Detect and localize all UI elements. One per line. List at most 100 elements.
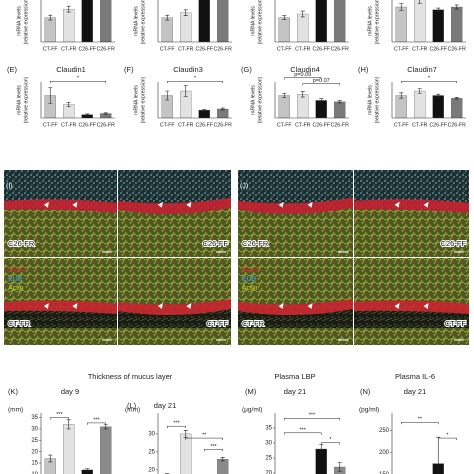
x-tick-label: C26-FF [312, 122, 330, 128]
error-bar [399, 92, 404, 99]
bar [100, 426, 112, 474]
chart-title: Plasma IL-6 [395, 372, 435, 381]
y-axis-label: mRNA levels [367, 6, 373, 36]
arrowhead [307, 201, 313, 208]
arrowhead [43, 201, 49, 208]
tissue [238, 309, 353, 328]
bar [297, 13, 309, 42]
unit-label: (mm) [8, 407, 23, 414]
x-tick-label: CT-FF [394, 46, 409, 52]
chart-title: Plasma LBP [274, 372, 315, 381]
significance-bracket [87, 422, 106, 425]
error-bar [417, 0, 422, 4]
bar [278, 17, 290, 42]
panel-letter: (L) [127, 401, 137, 410]
significance-bracket [185, 437, 223, 441]
y-axis-label: mRNA levels [250, 6, 256, 36]
arrowhead [186, 201, 192, 208]
bar [451, 6, 463, 42]
chart [395, 88, 463, 118]
arrowhead [423, 303, 429, 309]
error-bar [48, 454, 53, 463]
significance-label: * [428, 76, 431, 82]
sample-label: CT-FF [445, 319, 467, 328]
bar [63, 8, 75, 42]
panel-letter: (H) [358, 65, 369, 74]
x-tick-label: C26-FR [214, 122, 232, 128]
x-tick-label: CT-FF [277, 46, 292, 52]
significance-label: ** [418, 417, 423, 423]
tissue [4, 209, 117, 257]
error-bar [399, 3, 404, 11]
tissue [354, 209, 469, 257]
x-tick-label: C26-FF [195, 122, 213, 128]
significance-label: *** [210, 444, 217, 450]
significance-label: * [194, 76, 197, 82]
x-tick-label: C26-FF [429, 46, 447, 52]
error-bar [337, 100, 342, 104]
y-tick-label: 200 [379, 450, 390, 456]
bar [432, 95, 444, 118]
unit-label: (pg/ml) [359, 407, 379, 414]
bar [198, 0, 210, 42]
significance-label: * [329, 437, 332, 443]
y-axis-label: (relative expression) [140, 76, 146, 123]
bar [100, 0, 112, 42]
arrowhead [72, 303, 78, 309]
y-axis-label: (relative expression) [374, 0, 380, 44]
mucus-layer [4, 199, 117, 213]
panel-letter: (I) [6, 183, 13, 190]
y-tick-label: 25 [148, 450, 155, 456]
error-bar [417, 88, 422, 94]
sample-label: C26-FF [441, 239, 467, 248]
y-tick-label: 30 [31, 427, 38, 433]
bar [334, 0, 346, 42]
error-bar [436, 436, 441, 474]
chart-title: day 21 [154, 401, 177, 410]
error-bar [66, 101, 71, 108]
y-tick-label: 30 [265, 441, 272, 447]
chart [165, 430, 229, 474]
y-axis-label: (relative expression) [23, 0, 29, 44]
arrowhead [394, 303, 400, 309]
significance-label: * [77, 76, 80, 82]
sample-label: CT-FR [242, 319, 265, 328]
chart [278, 91, 346, 118]
bar [297, 94, 309, 118]
mucus-layer [238, 299, 353, 316]
y-tick-label: 30 [148, 431, 155, 437]
y-axis-label: mRNA levels [16, 6, 22, 36]
y-axis-label: mRNA levels [16, 85, 22, 115]
bar [315, 100, 327, 118]
y-tick-label: 25 [265, 456, 272, 462]
y-axis-label: (relative expression) [257, 76, 263, 123]
bar [161, 17, 173, 42]
significance-label: *** [300, 427, 307, 433]
bar [44, 17, 56, 42]
micrograph [4, 170, 231, 345]
y-axis-label: mRNA levels [133, 6, 139, 36]
y-tick-label: 20 [31, 449, 38, 455]
bar [81, 0, 93, 42]
significance-bracket [204, 449, 223, 452]
x-tick-label: C26-FF [78, 122, 96, 128]
error-bar [183, 9, 188, 17]
x-tick-label: CT-FR [178, 46, 194, 52]
error-bar [220, 107, 225, 111]
tissue [4, 310, 117, 328]
x-tick-label: CT-FF [277, 122, 292, 128]
significance-label: *** [56, 412, 63, 418]
significance-bracket [284, 77, 322, 80]
y-tick-label: 35 [265, 426, 272, 432]
mucus-layer [4, 300, 117, 314]
x-tick-label: CT-FR [412, 122, 428, 128]
arrowhead [307, 303, 313, 309]
error-bar [337, 462, 342, 472]
y-axis-label: mRNA levels [133, 85, 139, 115]
stain-legend: Muc2 [242, 267, 259, 274]
x-tick-label: CT-FR [61, 46, 77, 52]
x-tick-label: CT-FF [160, 122, 175, 128]
error-bar [48, 14, 53, 21]
significance-bracket [401, 421, 439, 425]
y-tick-label: 20 [148, 468, 155, 474]
